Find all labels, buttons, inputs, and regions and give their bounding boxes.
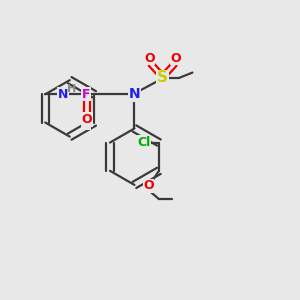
Text: O: O bbox=[144, 52, 154, 64]
Text: F: F bbox=[82, 88, 90, 101]
Text: S: S bbox=[157, 70, 168, 86]
Text: O: O bbox=[143, 179, 154, 192]
Text: F: F bbox=[82, 116, 90, 129]
Text: N: N bbox=[58, 88, 68, 101]
Text: Cl: Cl bbox=[137, 136, 151, 149]
Text: O: O bbox=[82, 113, 92, 126]
Text: H: H bbox=[67, 84, 76, 94]
Text: O: O bbox=[171, 52, 182, 64]
Text: N: N bbox=[129, 87, 140, 101]
